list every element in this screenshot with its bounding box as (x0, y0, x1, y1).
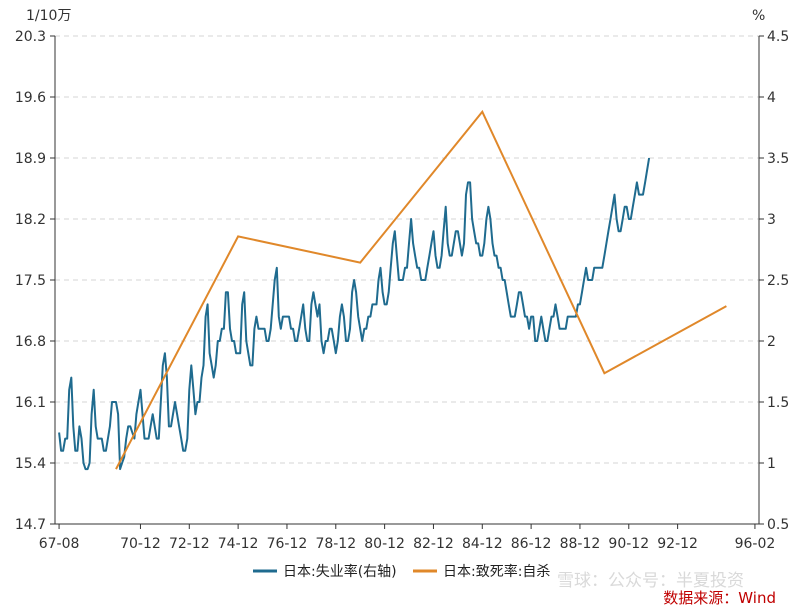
left-tick-label: 19.6 (15, 90, 46, 106)
x-tick-label: 90-12 (608, 536, 649, 552)
series-line-suicide (115, 109, 727, 470)
left-tick-label: 16.8 (15, 334, 46, 350)
right-tick-label: 2.5 (767, 273, 789, 289)
legend: 日本:失业率(右轴) 日本:致死率:自杀 (253, 563, 550, 580)
right-tick-label: 0.5 (767, 517, 789, 533)
x-axis-ticks: 67-08 70-12 72-12 74-12 76-12 78-12 80-12 82-12… (39, 524, 776, 552)
right-tick-label: 1.5 (767, 395, 789, 411)
left-tick-label: 18.2 (15, 212, 46, 228)
x-tick-label: 84-12 (462, 536, 503, 552)
right-tick-label: 3.5 (767, 151, 789, 167)
left-tick-label: 18.9 (15, 151, 46, 167)
right-tick-label: 2 (767, 334, 776, 350)
left-tick-label: 15.4 (15, 456, 46, 472)
x-tick-label: 76-12 (267, 536, 308, 552)
x-tick-label: 70-12 (120, 536, 161, 552)
left-tick-label: 16.1 (15, 395, 46, 411)
grid-lines (55, 35, 759, 464)
legend-item-suicide[interactable]: 日本:致死率:自杀 (413, 563, 550, 580)
right-tick-label: 3 (767, 212, 776, 228)
legend-item-unemployment[interactable]: 日本:失业率(右轴) (253, 563, 397, 580)
right-tick-label: 1 (767, 456, 776, 472)
x-tick-label: 74-12 (218, 536, 259, 552)
series-line-unemployment (58, 157, 651, 471)
x-tick-label: 96-02 (735, 536, 776, 552)
left-axis-ticks: 14.7 15.4 16.1 16.8 17.5 18.2 18.9 19.6 20.3 (15, 29, 55, 533)
legend-label-unemployment: 日本:失业率(右轴) (283, 563, 397, 580)
x-tick-label: 78-12 (315, 536, 356, 552)
legend-label-suicide: 日本:致死率:自杀 (443, 563, 550, 580)
x-tick-label: 88-12 (560, 536, 601, 552)
x-tick-label: 82-12 (413, 536, 454, 552)
x-tick-label: 92-12 (657, 536, 698, 552)
right-tick-label: 4 (767, 90, 776, 106)
x-tick-label: 67-08 (39, 536, 80, 552)
x-tick-label: 80-12 (364, 536, 405, 552)
right-axis-ticks: 0.5 1 1.5 2 2.5 3 3.5 4 4.5 (759, 29, 789, 533)
left-tick-label: 20.3 (15, 29, 46, 45)
x-tick-label: 86-12 (511, 536, 552, 552)
left-axis-unit: 1/10万 (26, 8, 71, 24)
right-axis-unit: % (752, 8, 765, 24)
source-note: 数据来源：Wind (663, 589, 776, 607)
series-layer (58, 109, 727, 471)
left-tick-label: 17.5 (15, 273, 46, 289)
right-tick-label: 4.5 (767, 29, 789, 45)
left-tick-label: 14.7 (15, 517, 46, 533)
x-tick-label: 72-12 (169, 536, 210, 552)
watermark: 雪球：公众号：半夏投资 (557, 571, 744, 591)
